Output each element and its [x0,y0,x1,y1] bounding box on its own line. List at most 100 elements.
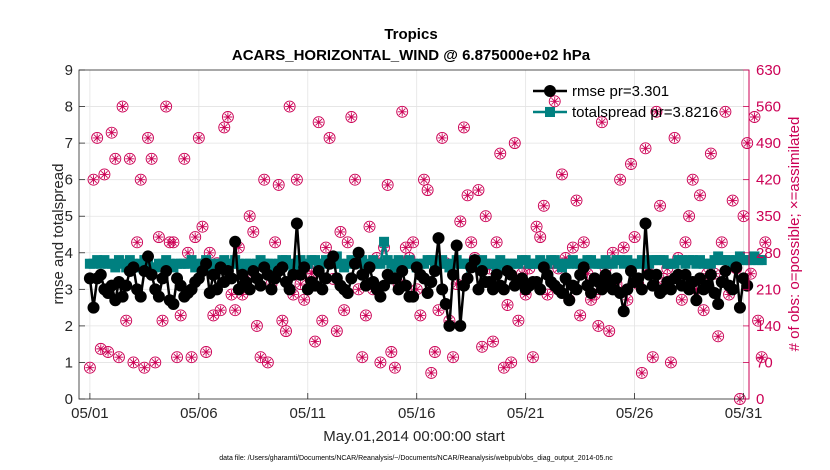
rmse-point [646,279,659,292]
obs-count-marker [534,231,547,244]
obs-count-marker [290,173,303,186]
obs-count-marker [418,173,430,186]
y-tick-label-right: 280 [756,245,781,262]
obs-count-marker [570,194,583,207]
obs-count-marker [345,111,358,123]
obs-count-marker [98,168,111,181]
rmse-point [730,261,743,274]
y-tick-label-right: 490 [756,135,781,152]
rmse-point [679,268,692,281]
obs-count-marker [283,100,296,113]
y-axis-right-label: # of obs: o=possible; ×=assimilated [786,117,803,352]
rmse-point [563,294,576,307]
obs-count-marker [526,351,539,364]
rmse-point [621,283,634,296]
obs-count-marker [396,105,409,118]
obs-count-marker [167,236,180,249]
obs-count-marker [465,236,478,249]
obs-count-marker [349,173,361,186]
rmse-point [134,290,147,303]
obs-count-marker [138,361,151,374]
obs-count-marker [617,241,630,254]
rmse-point [207,268,220,281]
obs-count-marker [577,236,590,249]
y-tick-label-right: 350 [756,208,781,225]
rmse-point [200,257,213,270]
rmse-point [94,268,107,281]
obs-count-marker [530,220,543,233]
rmse-point [399,279,412,292]
obs-count-marker [185,351,198,364]
obs-count-marker [316,314,329,327]
y-axis-right: 0 70 140 210 280 350 420 490 560 630 [743,62,781,408]
y-tick-label-right: 420 [756,172,781,189]
obs-count-marker [472,184,485,197]
obs-count-marker [683,210,696,223]
rmse-point [127,261,140,274]
rmse-point [276,261,289,274]
rmse-point [388,272,401,285]
rmse-point [476,265,489,278]
rmse-point [664,283,677,296]
rmse-point [243,283,256,296]
obs-count-marker [704,147,717,160]
obs-count-marker [178,152,191,165]
rmse-point [407,290,420,303]
obs-count-marker [436,131,449,144]
rmse-point [316,283,329,296]
rmse-point [352,246,365,259]
obs-count-marker [686,173,699,186]
obs-count-marker [152,231,165,244]
totalspread-point [375,258,386,269]
obs-count-marker [131,236,144,249]
obs-count-marker [214,304,227,317]
obs-count-marker [359,309,372,322]
obs-count-marker [752,314,765,327]
obs-count-marker [512,314,525,327]
y-tick-label-right: 560 [756,99,781,116]
obs-count-marker [127,356,140,369]
rmse-point [712,297,725,310]
y-tick-label-left: 6 [65,172,73,189]
rmse-point [210,283,223,296]
rmse-point [461,272,474,285]
obs-count-marker [356,351,369,364]
y-tick-label-left: 3 [65,281,73,298]
obs-count-marker [218,121,231,134]
obs-count-marker [646,351,659,364]
rmse-point [497,283,510,296]
y-tick-label-right: 140 [756,318,781,335]
rmse-point [428,265,441,278]
rmse-point [421,286,434,299]
rmse-point [534,283,547,296]
y-tick-label-left: 0 [65,391,73,408]
x-axis-label: May.01,2014 00:00:00 start [323,428,505,445]
obs-count-marker [83,361,96,374]
rmse-point [454,319,467,332]
obs-count-marker [363,220,376,233]
rmse-point [490,268,503,281]
obs-count-marker [254,351,267,364]
rmse-point [145,268,158,281]
obs-count-marker [116,100,129,113]
obs-count-marker [712,330,725,343]
rmse-point [174,279,187,292]
y-tick-label-left: 8 [65,99,73,116]
obs-count-marker [156,314,169,327]
obs-count-marker [425,366,438,379]
obs-count-marker [196,220,209,233]
obs-count-marker [330,325,343,338]
rmse-point [690,294,703,307]
obs-count-marker [490,236,503,249]
obs-count-marker [243,210,256,223]
obs-count-marker [261,356,274,369]
obs-count-marker [603,325,616,338]
y-axis-left-label: rmse and totalspread [50,164,67,305]
rmse-point [298,261,311,274]
obs-count-marker [726,194,739,207]
obs-count-marker [715,236,728,249]
totalspread-point [756,255,767,266]
obs-count-marker [639,142,652,155]
rmse-point [225,272,238,285]
